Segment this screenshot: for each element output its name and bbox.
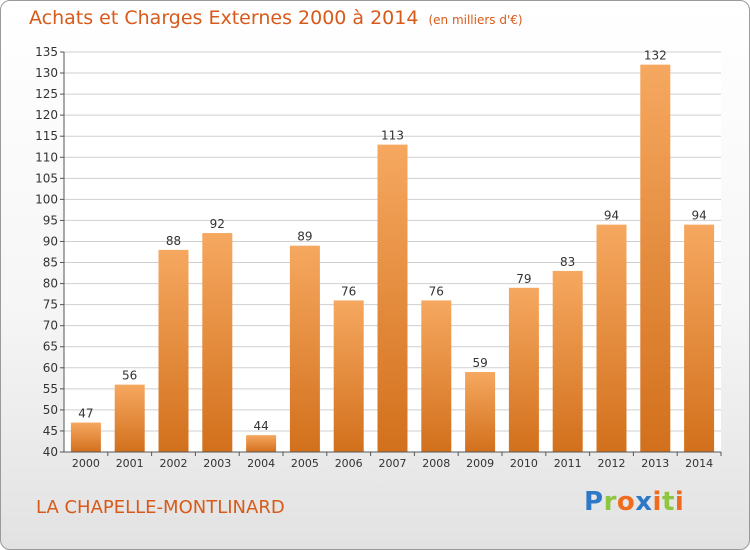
data-label: 56 xyxy=(122,369,137,383)
y-tick-label: 105 xyxy=(35,171,58,185)
bar xyxy=(508,287,539,452)
y-tick-label: 50 xyxy=(43,403,58,417)
y-tick-label: 95 xyxy=(43,213,58,227)
data-label: 94 xyxy=(691,209,706,223)
chart-title: Achats et Charges Externes 2000 à 2014 (e… xyxy=(29,7,523,29)
logo-letter: i xyxy=(674,487,685,517)
x-tick-label: 2013 xyxy=(641,457,669,470)
data-label: 113 xyxy=(381,129,404,143)
bar xyxy=(552,270,583,452)
x-tick-label: 2009 xyxy=(466,457,494,470)
y-tick-label: 125 xyxy=(35,87,58,101)
x-tick-label: 2008 xyxy=(422,457,450,470)
y-tick-label: 60 xyxy=(43,361,58,375)
logo-letter: i xyxy=(652,487,662,517)
y-tick-label: 120 xyxy=(35,108,58,122)
data-label: 76 xyxy=(429,284,444,298)
proxiti-logo: Proxiti xyxy=(584,487,684,517)
x-tick-label: 2005 xyxy=(291,457,319,470)
x-tick-label: 2006 xyxy=(335,457,363,470)
data-label: 89 xyxy=(297,230,312,244)
title-text: Achats et Charges Externes 2000 à 2014 xyxy=(29,7,419,29)
y-tick-label: 100 xyxy=(35,192,58,206)
logo-letter: r xyxy=(603,487,617,517)
y-tick-label: 135 xyxy=(35,45,58,59)
y-tick-label: 130 xyxy=(35,66,58,80)
logo-letter: P xyxy=(584,487,604,517)
x-tick-label: 2000 xyxy=(72,457,100,470)
unit-label: (en milliers d'€) xyxy=(428,13,523,27)
bar xyxy=(114,384,145,452)
bar xyxy=(640,64,671,452)
data-label: 76 xyxy=(341,284,356,298)
x-tick-label: 2002 xyxy=(160,457,188,470)
y-tick-label: 45 xyxy=(43,424,58,438)
y-tick-label: 55 xyxy=(43,382,58,396)
bar xyxy=(684,224,715,452)
data-label: 59 xyxy=(472,356,487,370)
y-tick-label: 90 xyxy=(43,234,58,248)
x-tick-label: 2003 xyxy=(203,457,231,470)
x-tick-label: 2007 xyxy=(379,457,407,470)
y-tick-label: 40 xyxy=(43,445,58,459)
data-label: 132 xyxy=(644,49,667,63)
data-label: 47 xyxy=(78,407,93,421)
x-tick-label: 2011 xyxy=(554,457,582,470)
bar xyxy=(158,249,189,452)
logo-letter: o xyxy=(616,487,636,517)
bar xyxy=(289,245,320,452)
y-tick-label: 110 xyxy=(35,150,58,164)
bar xyxy=(377,144,408,452)
bar xyxy=(596,224,627,452)
logo-letter: t xyxy=(661,487,675,517)
y-tick-label: 85 xyxy=(43,256,58,270)
x-tick-label: 2014 xyxy=(685,457,713,470)
y-tick-label: 65 xyxy=(43,340,58,354)
bar xyxy=(246,435,277,452)
y-tick-label: 80 xyxy=(43,277,58,291)
x-tick-label: 2004 xyxy=(247,457,275,470)
data-label: 83 xyxy=(560,255,575,269)
place-name: LA CHAPELLE-MONTLINARD xyxy=(36,497,285,518)
x-tick-label: 2010 xyxy=(510,457,538,470)
y-tick-label: 115 xyxy=(35,129,58,143)
x-tick-label: 2001 xyxy=(116,457,144,470)
x-tick-label: 2012 xyxy=(598,457,626,470)
data-label: 44 xyxy=(253,419,268,433)
data-label: 88 xyxy=(166,234,181,248)
data-label: 94 xyxy=(604,209,619,223)
bar xyxy=(421,300,452,452)
y-tick-label: 75 xyxy=(43,298,58,312)
bar xyxy=(333,300,364,452)
bar xyxy=(70,422,101,452)
data-label: 92 xyxy=(210,217,225,231)
y-tick-label: 70 xyxy=(43,319,58,333)
logo-letter: x xyxy=(635,487,653,517)
bar xyxy=(202,233,233,452)
bar xyxy=(465,372,496,452)
data-label: 79 xyxy=(516,272,531,286)
